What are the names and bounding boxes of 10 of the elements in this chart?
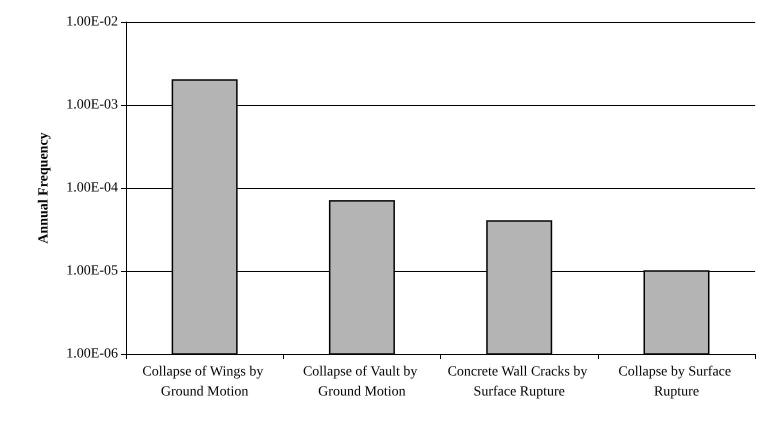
y-tick-label: 1.00E-02 (66, 14, 118, 30)
y-tick-label: 1.00E-05 (66, 264, 118, 278)
x-tick-label: Concrete Wall Cracks by Surface Rupture (448, 364, 591, 400)
x-tick-label: Collapse by Surface Rupture (618, 364, 735, 400)
x-tick-label: Collapse of Wings by Ground Motion (142, 364, 267, 400)
y-axis-title: Annual Frequency (36, 132, 52, 244)
y-tick-label: 1.00E-06 (66, 346, 118, 362)
x-tick-label: Collapse of Vault by Ground Motion (302, 364, 421, 400)
y-tick-label: 1.00E-03 (66, 98, 118, 112)
y-tick-label: 1.00E-04 (66, 180, 118, 196)
